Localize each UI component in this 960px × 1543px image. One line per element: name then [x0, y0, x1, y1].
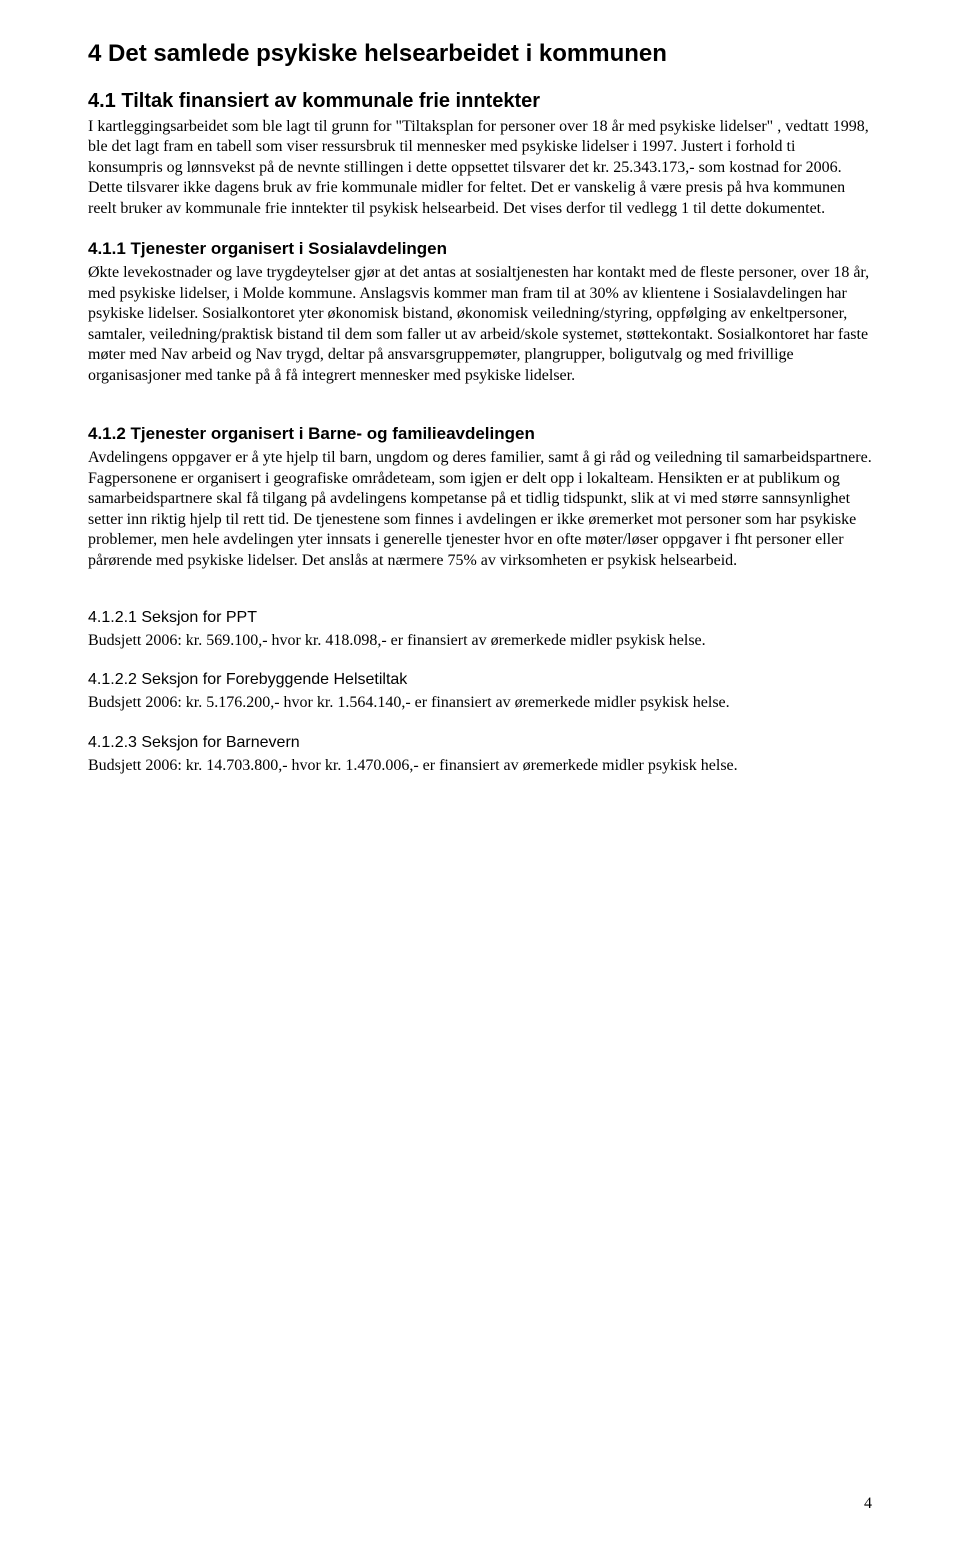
heading-4-1-1: 4.1.1 Tjenester organisert i Sosialavdel… — [88, 239, 872, 259]
heading-4-1-2-1: 4.1.2.1 Seksjon for PPT — [88, 609, 872, 627]
heading-4-1-2-3: 4.1.2.3 Seksjon for Barnevern — [88, 734, 872, 752]
heading-chapter-4: 4 Det samlede psykiske helsearbeidet i k… — [88, 40, 872, 68]
body-4-1-2: Avdelingens oppgaver er å yte hjelp til … — [88, 448, 872, 571]
body-4-1-2-3: Budsjett 2006: kr. 14.703.800,- hvor kr.… — [88, 756, 872, 776]
heading-4-1-2-2: 4.1.2.2 Seksjon for Forebyggende Helseti… — [88, 671, 872, 689]
heading-4-1-2: 4.1.2 Tjenester organisert i Barne- og f… — [88, 424, 872, 444]
body-4-1-2-2: Budsjett 2006: kr. 5.176.200,- hvor kr. … — [88, 693, 872, 713]
body-4-1-1: Økte levekostnader og lave trygdeytelser… — [88, 263, 872, 386]
body-4-1-2-1: Budsjett 2006: kr. 569.100,- hvor kr. 41… — [88, 631, 872, 651]
page-number: 4 — [864, 1495, 872, 1513]
body-4-1: I kartleggingsarbeidet som ble lagt til … — [88, 117, 872, 219]
heading-4-1: 4.1 Tiltak finansiert av kommunale frie … — [88, 90, 872, 113]
